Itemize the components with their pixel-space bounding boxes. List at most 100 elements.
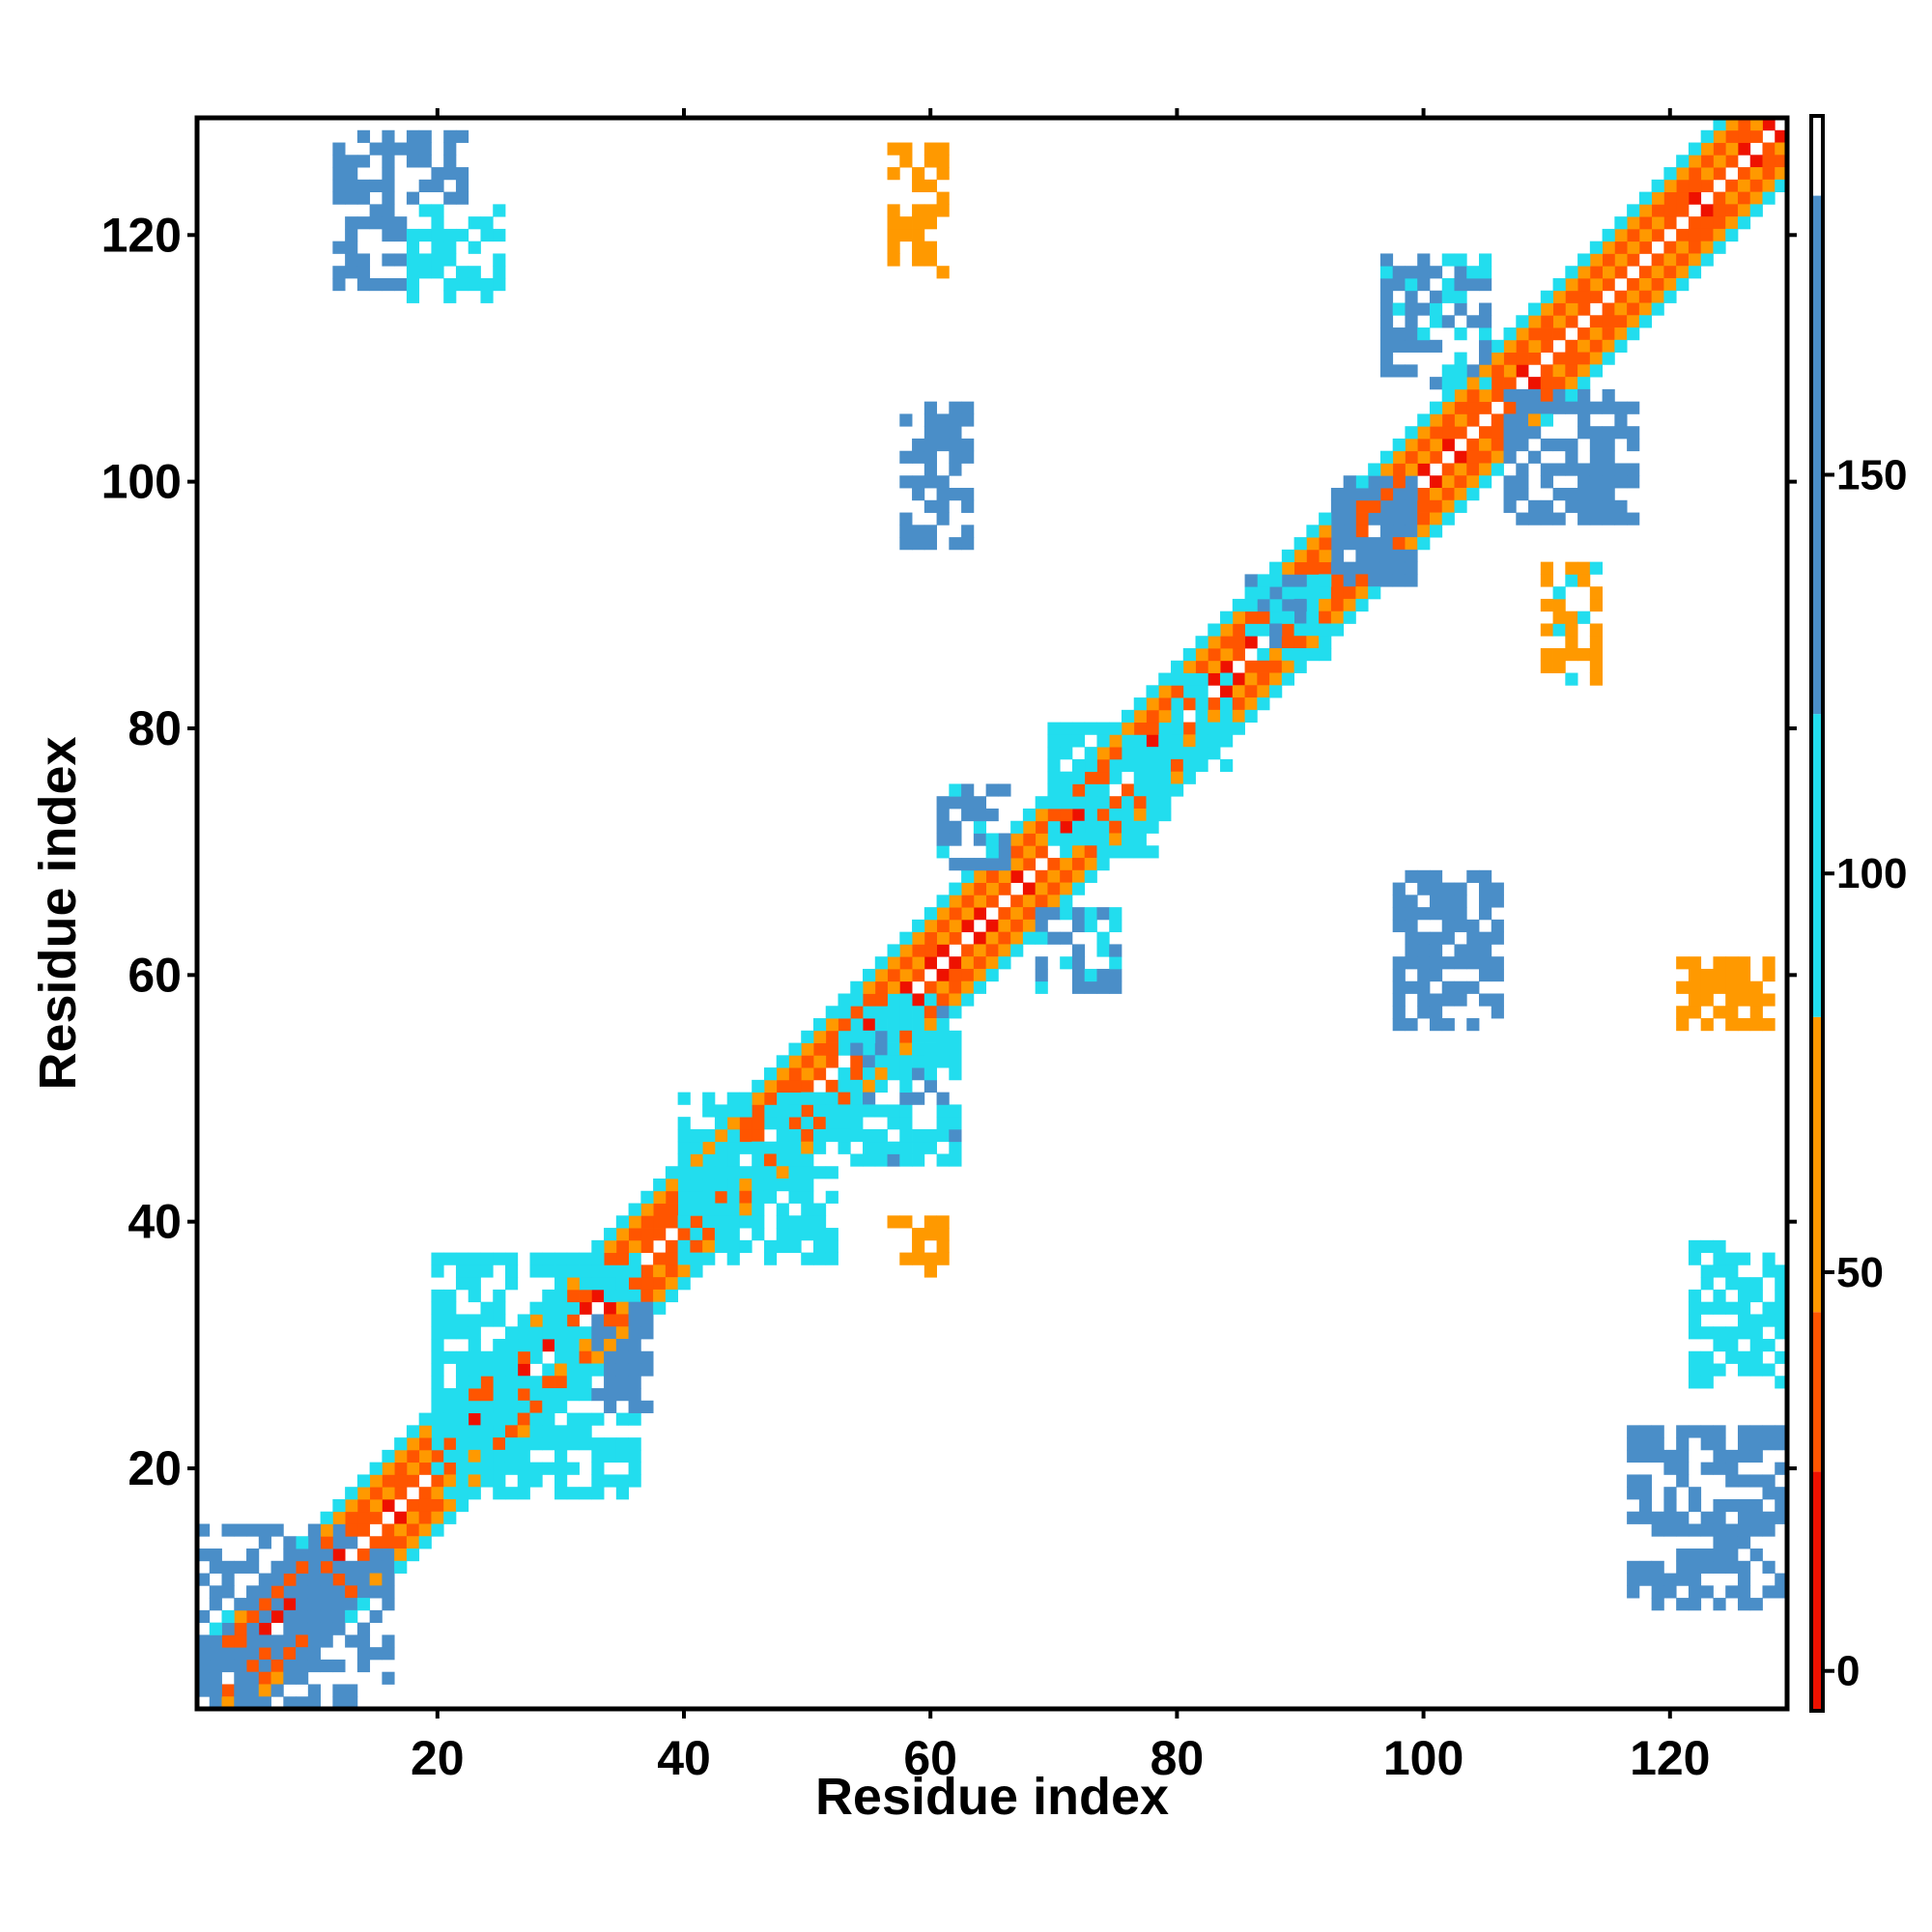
heatmap-cell xyxy=(1293,537,1307,551)
heatmap-cell xyxy=(1528,512,1542,526)
heatmap-cell xyxy=(1392,266,1406,279)
heatmap-cell xyxy=(1589,499,1603,513)
colorbar-tick-label: 0 xyxy=(1836,1648,1860,1695)
heatmap-cell xyxy=(726,1153,740,1167)
heatmap-cell xyxy=(307,1634,321,1648)
heatmap-cell xyxy=(1405,364,1418,378)
heatmap-cell xyxy=(234,1609,247,1624)
heatmap-cell xyxy=(1035,845,1048,859)
heatmap-cell xyxy=(628,1462,641,1475)
heatmap-cell xyxy=(936,499,950,513)
heatmap-cell xyxy=(1713,1252,1726,1265)
heatmap-cell xyxy=(615,1338,629,1352)
heatmap-cell xyxy=(1479,253,1492,267)
heatmap-cell xyxy=(1627,302,1640,316)
heatmap-cell xyxy=(1479,475,1492,489)
heatmap-cell xyxy=(825,1006,838,1019)
heatmap-cell xyxy=(702,1153,716,1167)
heatmap-cell xyxy=(1725,228,1739,242)
heatmap-cell xyxy=(1700,1363,1714,1377)
heatmap-cell xyxy=(923,241,937,254)
heatmap-cell xyxy=(912,1153,925,1167)
heatmap-cell xyxy=(468,1314,481,1327)
heatmap-cell xyxy=(1429,993,1443,1007)
heatmap-cell xyxy=(504,1338,519,1352)
heatmap-cell xyxy=(1479,339,1492,353)
heatmap-cell xyxy=(874,1055,888,1068)
heatmap-cell xyxy=(899,944,913,957)
heatmap-cell xyxy=(1343,512,1356,526)
heatmap-cell xyxy=(1713,142,1726,156)
heatmap-cell xyxy=(246,1684,260,1697)
heatmap-cell xyxy=(961,450,975,464)
heatmap-cell xyxy=(1244,685,1258,698)
heatmap-cell xyxy=(1441,919,1455,933)
heatmap-cell xyxy=(1528,388,1542,403)
heatmap-cell xyxy=(529,1314,543,1327)
heatmap-cell xyxy=(1454,919,1467,933)
heatmap-cell xyxy=(356,253,371,267)
heatmap-cell xyxy=(1737,1314,1751,1327)
heatmap-cell xyxy=(1429,266,1443,279)
heatmap-cell xyxy=(726,1166,740,1179)
heatmap-cell xyxy=(1466,266,1480,279)
heatmap-cell xyxy=(566,1437,580,1451)
heatmap-cell xyxy=(1355,512,1369,526)
heatmap-cell xyxy=(1195,709,1208,724)
heatmap-cell xyxy=(1084,919,1097,933)
heatmap-cell xyxy=(714,1117,728,1130)
heatmap-cell xyxy=(431,1462,444,1475)
heatmap-cell xyxy=(1035,820,1048,834)
heatmap-cell xyxy=(1491,352,1504,365)
heatmap-cell xyxy=(1565,388,1578,403)
heatmap-cell xyxy=(356,1474,371,1488)
heatmap-cell xyxy=(936,426,950,440)
heatmap-cell xyxy=(812,1030,827,1043)
heatmap-cell xyxy=(776,1117,789,1130)
heatmap-cell xyxy=(1319,549,1332,563)
heatmap-cell xyxy=(1405,450,1418,464)
heatmap-cell xyxy=(1121,722,1135,735)
heatmap-cell xyxy=(1232,685,1245,698)
heatmap-cell xyxy=(936,845,950,859)
heatmap-cell xyxy=(283,1548,297,1562)
heatmap-cell xyxy=(923,463,937,476)
heatmap-cell xyxy=(1775,1425,1788,1438)
heatmap-cell xyxy=(752,1215,765,1229)
heatmap-cell xyxy=(320,1622,333,1635)
heatmap-cell xyxy=(1355,586,1369,600)
heatmap-cell xyxy=(1725,1018,1739,1032)
heatmap-cell xyxy=(1084,845,1097,859)
heatmap-cell xyxy=(1638,1449,1653,1463)
heatmap-cell xyxy=(1713,1560,1726,1574)
heatmap-cell xyxy=(356,1598,371,1611)
heatmap-cell xyxy=(1737,1474,1751,1488)
heatmap-cell xyxy=(1725,204,1739,217)
heatmap-cell xyxy=(677,1252,691,1265)
heatmap-cell xyxy=(1146,722,1159,735)
heatmap-cell xyxy=(936,191,950,205)
heatmap-cell xyxy=(1540,623,1553,637)
heatmap-cell xyxy=(406,1437,420,1451)
heatmap-cell xyxy=(1392,574,1406,587)
heatmap-cell xyxy=(936,512,950,526)
heatmap-cell xyxy=(418,142,432,156)
heatmap-cell xyxy=(332,1511,346,1524)
heatmap-cell xyxy=(1688,216,1702,230)
heatmap-cell xyxy=(1503,488,1517,501)
heatmap-cell xyxy=(1602,315,1615,328)
heatmap-cell xyxy=(850,1092,864,1105)
heatmap-cell xyxy=(1071,771,1086,784)
heatmap-cell xyxy=(763,1141,778,1154)
heatmap-cell xyxy=(1503,352,1517,365)
heatmap-cell xyxy=(591,1350,605,1364)
heatmap-cell xyxy=(961,919,975,933)
heatmap-cell xyxy=(1552,377,1566,390)
heatmap-cell xyxy=(554,1487,568,1500)
heatmap-cell xyxy=(468,1449,481,1463)
heatmap-cell xyxy=(1688,1487,1702,1500)
heatmap-cell xyxy=(1343,561,1356,575)
heatmap-cell xyxy=(554,1388,568,1402)
heatmap-cell xyxy=(1060,833,1073,846)
heatmap-cell xyxy=(566,1487,580,1500)
